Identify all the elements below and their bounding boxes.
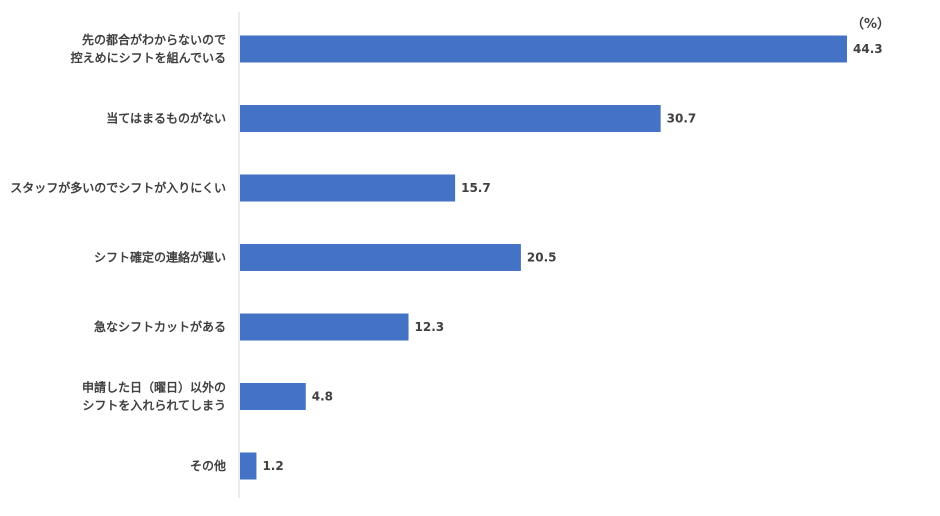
- bars-group: [240, 35, 847, 480]
- category-label-line: その他: [190, 458, 226, 473]
- category-label-line: 当てはまるものがない: [106, 111, 226, 126]
- bar-6: [240, 452, 257, 480]
- unit-label: （%）: [851, 16, 890, 32]
- category-label-0: 先の都合がわからないので控えめにシフトを組んでいる: [71, 32, 226, 65]
- value-labels-group: 44.3 30.7 15.7 20.5 12.3 4.8 1.2: [262, 42, 882, 473]
- category-label-6: その他: [190, 458, 226, 473]
- category-label-line: 申請した日（曜日）以外の: [82, 380, 226, 395]
- bar-5: [240, 383, 306, 410]
- category-labels-group: 先の都合がわからないので控えめにシフトを組んでいる当てはまるものがないスタッフが…: [10, 32, 226, 473]
- value-label-1: 30.7: [667, 112, 697, 126]
- category-label-line: 控えめにシフトを組んでいる: [71, 50, 226, 65]
- category-label-line: シフトを入れられてしまう: [82, 399, 226, 413]
- value-label-2: 15.7: [461, 181, 491, 195]
- bar-0: [240, 35, 847, 63]
- value-label-0: 44.3: [853, 42, 883, 56]
- category-label-1: 当てはまるものがない: [106, 111, 226, 126]
- category-label-line: シフト確定の連絡が遅い: [94, 250, 226, 265]
- category-label-line: スタッフが多いのでシフトが入りにくい: [10, 180, 226, 195]
- category-label-line: 先の都合がわからないので: [82, 32, 226, 47]
- value-label-5: 4.8: [312, 390, 333, 404]
- value-label-6: 1.2: [262, 459, 283, 473]
- value-label-4: 12.3: [415, 320, 445, 334]
- value-label-3: 20.5: [527, 251, 557, 265]
- bar-4: [240, 313, 409, 341]
- category-label-2: スタッフが多いのでシフトが入りにくい: [10, 180, 226, 195]
- bar-2: [240, 174, 456, 202]
- category-label-3: シフト確定の連絡が遅い: [94, 250, 226, 265]
- bar-1: [240, 105, 661, 132]
- category-label-5: 申請した日（曜日）以外のシフトを入れられてしまう: [82, 380, 226, 413]
- category-label-line: 急なシフトカットがある: [94, 319, 226, 334]
- category-label-4: 急なシフトカットがある: [94, 319, 226, 334]
- bar-3: [240, 244, 521, 271]
